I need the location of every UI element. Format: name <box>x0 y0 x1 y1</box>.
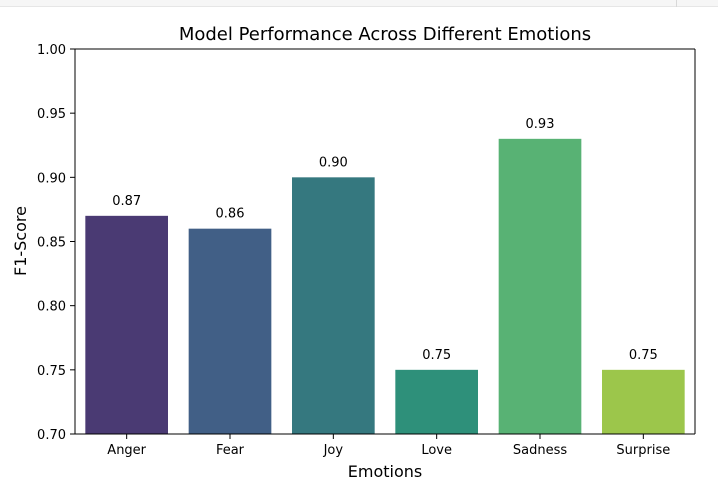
bar-joy <box>292 177 375 434</box>
y-tick-label: 0.70 <box>37 428 66 443</box>
data-label-fear: 0.86 <box>216 207 245 222</box>
y-tick-label: 0.90 <box>37 171 66 186</box>
bar-love <box>395 369 478 434</box>
data-label-love: 0.75 <box>422 348 451 363</box>
y-axis-label: F1-Score <box>11 206 30 276</box>
bar-sadness <box>498 138 582 434</box>
y-tick-label: 0.85 <box>37 236 66 251</box>
bar-fear <box>188 228 272 434</box>
x-axis-label: Emotions <box>348 462 422 481</box>
y-tick-label: 1.00 <box>37 43 66 58</box>
y-tick-label: 0.80 <box>37 300 66 315</box>
y-tick-label: 0.75 <box>37 364 66 379</box>
chart-title: Model Performance Across Different Emoti… <box>179 24 591 45</box>
data-label-sadness: 0.93 <box>526 117 555 132</box>
top-strip-divider <box>676 0 677 7</box>
data-label-anger: 0.87 <box>112 194 141 209</box>
x-tick-label-anger: Anger <box>107 443 146 458</box>
x-tick-label-fear: Fear <box>216 443 245 458</box>
x-tick-label-joy: Joy <box>323 443 344 458</box>
y-tick-label: 0.95 <box>37 107 66 122</box>
x-tick-label-love: Love <box>421 443 452 458</box>
data-label-surprise: 0.75 <box>629 348 658 363</box>
plot-area: 0.87 0.86 0.90 0.75 0.93 0.75 0.70 0.75 0.80 0.85… <box>37 43 696 458</box>
window-top-strip <box>0 0 718 7</box>
bar-anger <box>85 215 168 434</box>
x-tick-label-surprise: Surprise <box>616 443 670 458</box>
x-tick-label-sadness: Sadness <box>513 443 567 458</box>
bar-surprise <box>602 369 685 434</box>
data-label-joy: 0.90 <box>319 155 348 170</box>
